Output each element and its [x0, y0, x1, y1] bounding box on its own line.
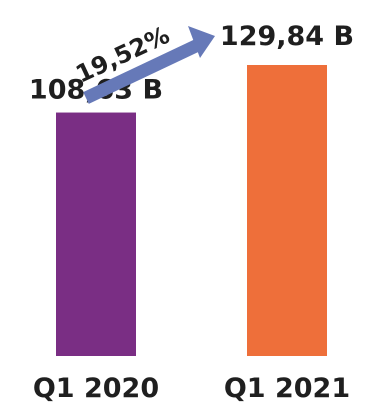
growth-arrow-head-icon — [188, 26, 215, 58]
bars-group — [56, 65, 327, 356]
bar-q1-2021 — [247, 65, 327, 356]
category-labels-group: Q1 2020 Q1 2021 — [33, 373, 350, 404]
value-label: 129,84 B — [220, 21, 354, 52]
growth-arrow-icon — [83, 38, 203, 104]
bar-q1-2020 — [56, 112, 136, 356]
category-label: Q1 2020 — [33, 373, 159, 404]
category-label: Q1 2021 — [224, 373, 350, 404]
